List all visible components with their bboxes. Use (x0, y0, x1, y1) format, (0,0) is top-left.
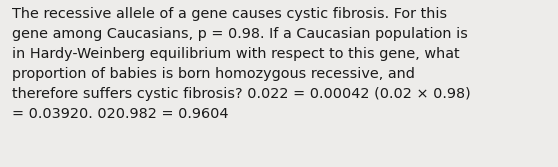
Text: The recessive allele of a gene causes cystic fibrosis. For this
gene among Cauca: The recessive allele of a gene causes cy… (12, 7, 471, 121)
